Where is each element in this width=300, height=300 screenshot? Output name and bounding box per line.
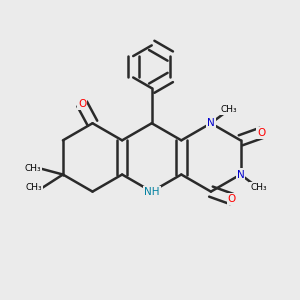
Text: O: O bbox=[78, 99, 86, 109]
Text: N: N bbox=[207, 118, 215, 128]
Text: CH₃: CH₃ bbox=[26, 183, 42, 192]
Text: NH: NH bbox=[144, 187, 160, 196]
Text: O: O bbox=[228, 194, 236, 204]
Text: CH₃: CH₃ bbox=[24, 164, 40, 173]
Text: CH₃: CH₃ bbox=[220, 105, 237, 114]
Text: CH₃: CH₃ bbox=[250, 183, 267, 192]
Text: O: O bbox=[257, 128, 266, 138]
Text: N: N bbox=[237, 169, 244, 179]
